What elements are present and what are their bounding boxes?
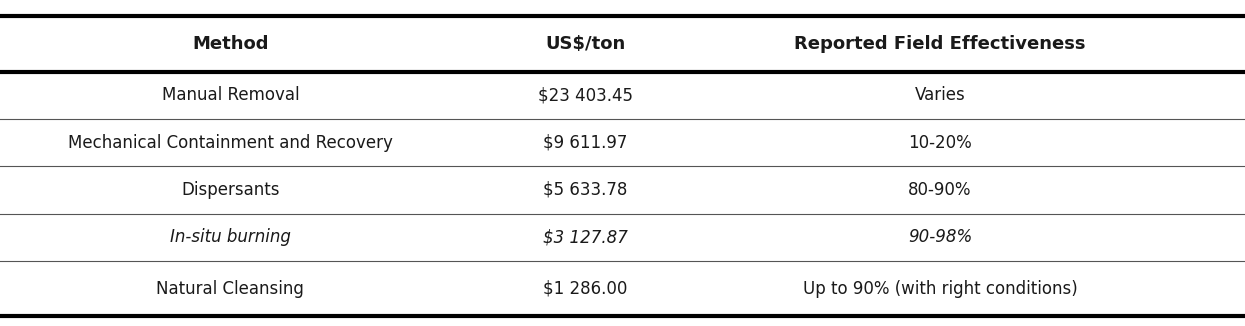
Text: $9 611.97: $9 611.97 [543, 134, 627, 152]
Text: 80-90%: 80-90% [908, 181, 972, 199]
Text: Natural Cleansing: Natural Cleansing [157, 279, 304, 298]
Text: Method: Method [192, 35, 269, 53]
Text: Reported Field Effectiveness: Reported Field Effectiveness [794, 35, 1086, 53]
Text: Up to 90% (with right conditions): Up to 90% (with right conditions) [803, 279, 1077, 298]
Text: Mechanical Containment and Recovery: Mechanical Containment and Recovery [68, 134, 392, 152]
Text: $1 286.00: $1 286.00 [543, 279, 627, 298]
Text: 90-98%: 90-98% [908, 228, 972, 246]
Text: $23 403.45: $23 403.45 [538, 86, 632, 104]
Text: $3 127.87: $3 127.87 [543, 228, 627, 246]
Text: US$/ton: US$/ton [545, 35, 625, 53]
Text: $5 633.78: $5 633.78 [543, 181, 627, 199]
Text: Dispersants: Dispersants [181, 181, 280, 199]
Text: Manual Removal: Manual Removal [162, 86, 299, 104]
Text: In-situ burning: In-situ burning [169, 228, 291, 246]
Text: Varies: Varies [915, 86, 965, 104]
Text: 10-20%: 10-20% [908, 134, 972, 152]
